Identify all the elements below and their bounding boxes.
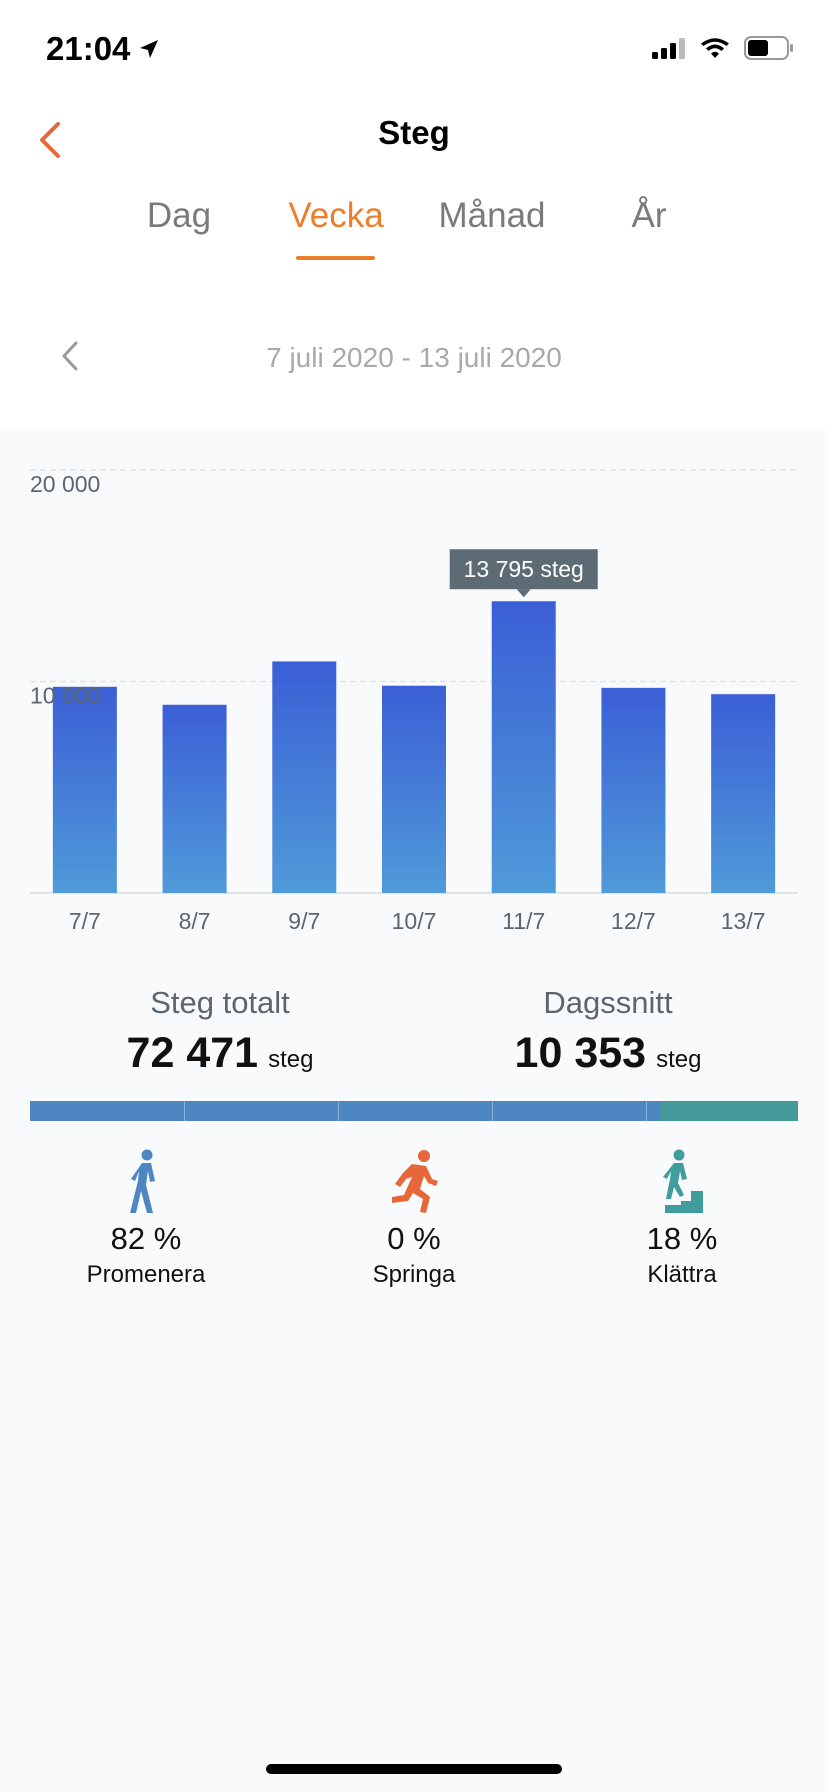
tab-week[interactable]: Vecka: [288, 196, 384, 235]
status-icons: [652, 36, 794, 60]
walk-label: Promenera: [86, 1261, 206, 1288]
tooltip-text: 13 795 steg: [464, 556, 584, 582]
activity-walk: 82 % Promenera: [46, 1145, 246, 1289]
split-climb-segment: [660, 1101, 798, 1121]
bar-9-7[interactable]: [272, 661, 337, 893]
activity-run: 0 % Springa: [314, 1145, 514, 1289]
x-tick-label: 11/7: [502, 908, 545, 934]
tooltip-pointer: [516, 589, 531, 598]
daily-average-unit: steg: [656, 1046, 702, 1073]
chevron-left-icon: [40, 122, 60, 158]
split-tick: [492, 1101, 493, 1121]
active-tab-indicator: [296, 256, 375, 260]
bar-12-7[interactable]: [601, 687, 666, 893]
tooltip-box: [449, 549, 598, 590]
activity-climb: 18 % Klättra: [582, 1145, 782, 1289]
split-tick: [338, 1101, 339, 1121]
run-percentage: 0 %: [387, 1221, 441, 1256]
x-tick-label: 10/7: [392, 908, 437, 934]
tab-month[interactable]: Månad: [438, 196, 546, 235]
bar-tooltip: 13 795 steg: [449, 549, 598, 598]
bar-13-7[interactable]: [711, 694, 776, 893]
tab-day[interactable]: Dag: [146, 196, 212, 235]
total-steps-stat: Steg totalt 72 471 steg: [30, 985, 410, 1078]
steps-bar-chart: 7/7 8/7 9/7 10/7 11/7 12/7 13/7 10 000 20 000 13…: [30, 469, 798, 934]
clock-text: 21:04: [46, 30, 131, 67]
y-tick-label: 20 000: [30, 471, 100, 497]
location-arrow-icon: [140, 40, 159, 58]
split-tick: [184, 1101, 185, 1121]
daily-average-stat: Dagssnitt 10 353 steg: [418, 985, 798, 1078]
cellular-signal-icon: [652, 38, 685, 59]
climb-icon: [663, 1149, 703, 1213]
total-steps-unit: steg: [268, 1046, 314, 1073]
nav-header: Steg: [0, 100, 828, 190]
chevron-left-icon: [62, 341, 78, 371]
total-steps-value: 72 471: [126, 1029, 259, 1077]
daily-average-label: Dagssnitt: [543, 985, 673, 1020]
run-icon: [392, 1150, 438, 1213]
bar-8-7[interactable]: [162, 704, 227, 893]
climb-label: Klättra: [647, 1261, 717, 1288]
daily-average-value: 10 353: [514, 1029, 647, 1077]
bar-10-7[interactable]: [382, 685, 446, 893]
activity-split-bar: [30, 1101, 798, 1121]
status-bar: 21:04: [0, 0, 828, 100]
period-tabs: Dag Vecka Månad År: [0, 190, 828, 270]
bar-11-7[interactable]: [491, 601, 556, 893]
status-time: 21:04: [46, 30, 160, 68]
y-tick-label: 10 000: [30, 683, 100, 709]
x-tick-label: 13/7: [721, 908, 766, 934]
bar-7-7[interactable]: [52, 686, 117, 893]
battery-icon: [744, 36, 793, 60]
back-button[interactable]: [24, 110, 74, 170]
home-indicator: [266, 1764, 562, 1774]
run-label: Springa: [372, 1261, 456, 1288]
x-tick-label: 9/7: [288, 908, 320, 934]
climb-percentage: 18 %: [646, 1221, 718, 1256]
x-tick-label: 8/7: [179, 908, 211, 934]
previous-range-button[interactable]: [50, 336, 90, 376]
total-steps-label: Steg totalt: [150, 985, 290, 1020]
walk-icon: [130, 1149, 155, 1213]
page-title: Steg: [378, 114, 450, 151]
split-walk-segment: [30, 1101, 660, 1121]
date-range-row: 7 juli 2020 - 13 juli 2020: [0, 320, 828, 400]
activity-breakdown: 82 % Promenera 0 % Springa 18 % Klättra: [0, 1145, 828, 1295]
walk-percentage: 82 %: [110, 1221, 182, 1256]
x-tick-label: 7/7: [69, 908, 101, 934]
date-range-label: 7 juli 2020 - 13 juli 2020: [266, 342, 562, 373]
x-tick-label: 12/7: [611, 908, 656, 934]
tab-year[interactable]: År: [631, 196, 667, 235]
wifi-icon: [701, 38, 729, 58]
split-tick: [646, 1101, 647, 1121]
